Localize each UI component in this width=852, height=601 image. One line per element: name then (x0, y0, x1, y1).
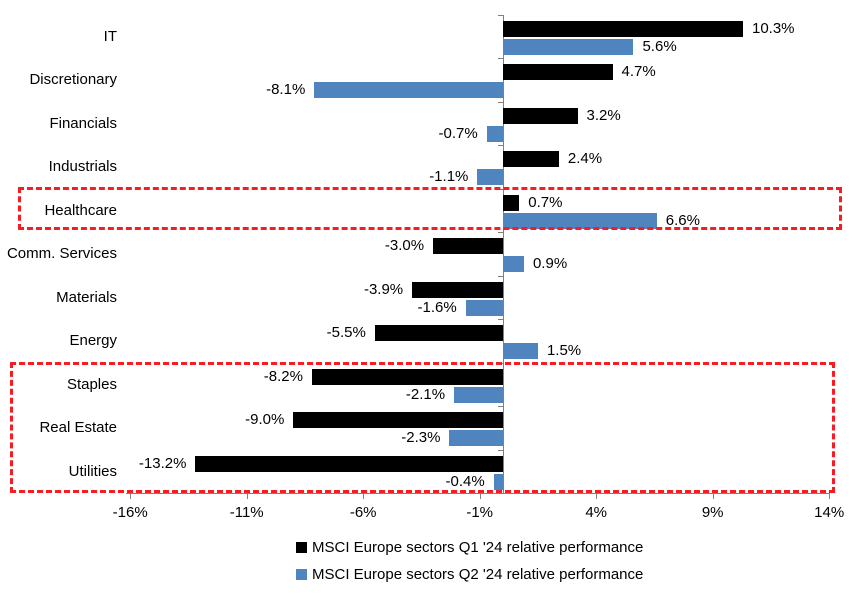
category-label: Materials (56, 288, 117, 306)
bar-value-label: -0.7% (438, 124, 478, 142)
x-axis-line (126, 493, 830, 494)
bar-value-label: 0.7% (528, 193, 563, 211)
x-axis-tick-label: -6% (349, 504, 377, 521)
y-axis-tick (498, 449, 503, 451)
highlight-box (18, 187, 842, 231)
bar-q2 (449, 430, 503, 447)
bar-q2 (454, 386, 503, 403)
x-axis-tick (130, 493, 132, 499)
x-axis-tick-label: 4% (585, 504, 608, 521)
x-axis-tick (363, 493, 365, 499)
bar-value-label: 1.5% (546, 342, 582, 360)
category-label: Utilities (68, 462, 117, 480)
bar-q1 (433, 238, 503, 255)
category-label: Real Estate (39, 419, 117, 437)
legend-swatch-q2 (296, 568, 307, 580)
bar-value-label: -0.4% (445, 472, 485, 490)
legend-label: MSCI Europe sectors Q1 '24 relative perf… (312, 538, 644, 556)
y-axis-tick (498, 58, 503, 60)
bar-q1 (374, 325, 503, 342)
x-axis-tick (596, 493, 598, 499)
bar-q2 (503, 256, 524, 273)
bar-q1 (503, 194, 520, 211)
bar-q2 (503, 343, 538, 360)
legend-label: MSCI Europe sectors Q2 '24 relative perf… (312, 565, 644, 583)
y-axis-tick (498, 101, 503, 103)
category-label: Discretionary (29, 71, 117, 89)
x-axis-tick (479, 493, 481, 499)
bar-value-label: 0.9% (532, 255, 568, 273)
y-axis-tick (498, 275, 503, 277)
bar-value-label: 3.2% (586, 106, 621, 124)
category-label: Financials (49, 114, 117, 132)
bar-value-label: -5.5% (326, 324, 366, 342)
category-label: Healthcare (44, 201, 117, 219)
bar-value-label: -3.9% (363, 280, 404, 298)
y-axis-tick (498, 319, 503, 321)
bar-q2 (465, 299, 503, 316)
legend-item-q2: MSCI Europe sectors Q2 '24 relative perf… (296, 564, 643, 584)
category-label: Comm. Services (6, 245, 117, 263)
bar-q1 (293, 412, 503, 429)
x-axis-tick (829, 493, 831, 499)
x-axis-tick-label: -1% (466, 504, 494, 521)
y-axis-tick (498, 232, 503, 234)
bar-q2 (314, 82, 503, 99)
x-axis-tick (246, 493, 248, 499)
bar-q1 (195, 455, 503, 472)
bar-q2 (477, 169, 503, 186)
bar-value-label: -2.1% (405, 385, 446, 403)
bar-value-label: -3.0% (384, 237, 425, 255)
bar-q2 (486, 125, 503, 142)
legend-swatch-q1 (296, 541, 307, 553)
bar-value-label: 5.6% (642, 38, 677, 55)
bar-q2 (493, 473, 503, 490)
y-axis-tick (498, 188, 503, 190)
bar-q1 (503, 21, 743, 37)
x-axis-tick-label: 9% (701, 504, 724, 521)
bar-q1 (503, 151, 559, 168)
bar-q1 (412, 281, 503, 298)
y-axis-tick (498, 145, 503, 147)
bar-value-label: 4.7% (621, 63, 656, 81)
bar-value-label: 6.6% (665, 211, 700, 229)
bar-q2 (503, 39, 634, 55)
category-label: Energy (69, 332, 117, 350)
legend-item-q1: MSCI Europe sectors Q1 '24 relative perf… (296, 537, 643, 557)
category-label: IT (103, 28, 117, 45)
bar-value-label: -1.6% (417, 298, 457, 316)
bar-value-label: -9.0% (245, 411, 285, 429)
x-axis-tick (712, 493, 714, 499)
x-axis-tick-label: -16% (112, 504, 148, 521)
bar-q1 (311, 368, 503, 385)
y-axis-line (503, 15, 504, 493)
x-axis-tick-label: 14% (814, 504, 845, 521)
bar-value-label: -13.2% (138, 454, 187, 472)
bar-value-label: -2.3% (401, 429, 441, 447)
y-axis-tick (498, 406, 503, 408)
bar-value-label: -1.1% (429, 168, 469, 186)
x-axis-tick-label: -11% (229, 504, 264, 521)
bar-value-label: 2.4% (567, 150, 603, 168)
y-axis-tick (498, 15, 503, 16)
bar-q1 (503, 64, 613, 81)
bar-q2 (503, 212, 657, 229)
category-label: Staples (66, 375, 117, 393)
bar-value-label: -8.1% (266, 81, 306, 99)
bar-value-label: -8.2% (263, 367, 303, 385)
bar-q1 (503, 107, 578, 124)
bar-value-label: 10.3% (751, 20, 795, 37)
category-label: Industrials (48, 158, 117, 176)
y-axis-tick (498, 362, 503, 364)
